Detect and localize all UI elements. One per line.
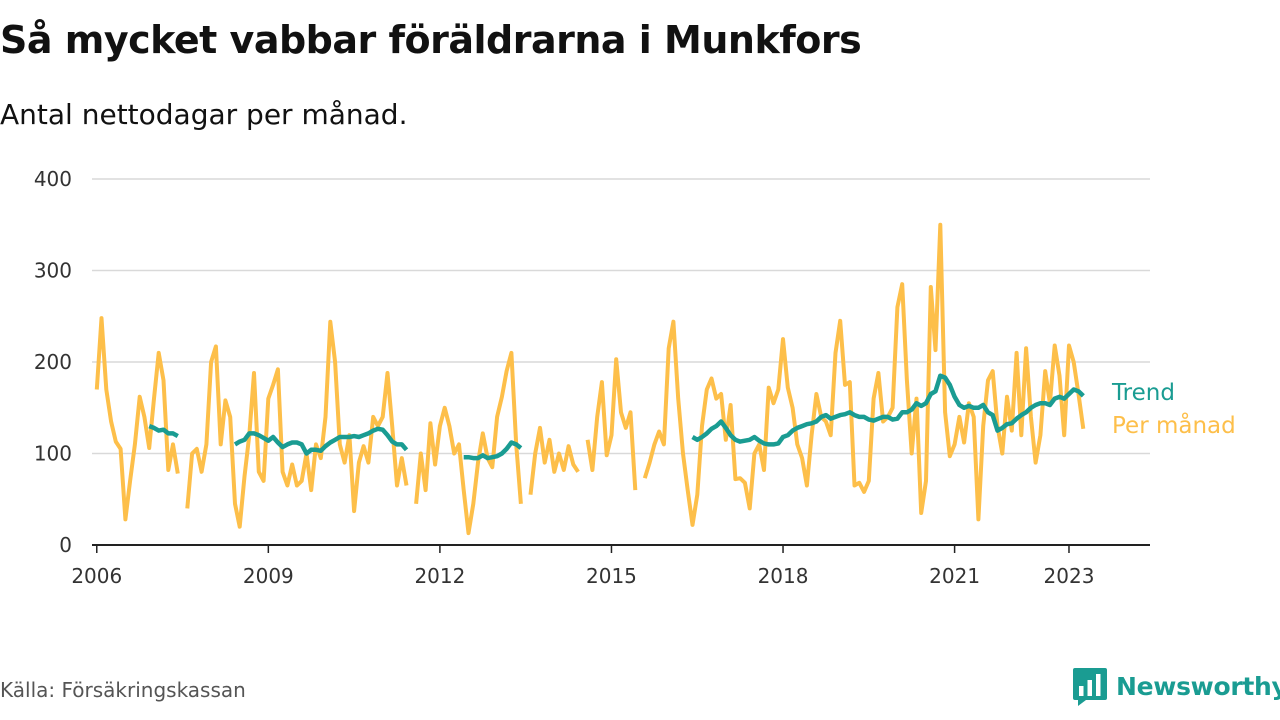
y-tick-label: 100 bbox=[34, 442, 72, 466]
y-axis-ticks: 0 100 200 300 400 bbox=[34, 167, 72, 557]
chart-subtitle: Antal nettodagar per månad. bbox=[0, 98, 408, 131]
monthly-line-segment bbox=[94, 316, 180, 522]
series-lines bbox=[94, 222, 1086, 536]
trend-line-segment bbox=[691, 373, 1085, 447]
x-tick-label: 2009 bbox=[243, 564, 294, 588]
x-tick-label: 2021 bbox=[929, 564, 980, 588]
legend: Per månad Trend bbox=[1111, 380, 1236, 439]
x-tick-label: 2015 bbox=[586, 564, 637, 588]
y-tick-label: 200 bbox=[34, 350, 72, 374]
monthly-line-segment bbox=[585, 357, 638, 491]
x-tick-label: 2018 bbox=[758, 564, 809, 588]
legend-trend: Trend bbox=[1111, 380, 1175, 406]
bar-chart-speech-bubble-icon bbox=[1073, 668, 1107, 706]
gridlines bbox=[92, 178, 1150, 546]
y-tick-label: 300 bbox=[34, 259, 72, 283]
trend-line-segment bbox=[233, 426, 409, 456]
chart-title: Så mycket vabbar föräldrarna i Munkfors bbox=[0, 18, 862, 62]
legend-monthly: Per månad bbox=[1112, 411, 1236, 439]
brand-name: Newsworthy bbox=[1116, 671, 1280, 701]
y-tick-label: 0 bbox=[59, 533, 72, 557]
monthly-line-segment bbox=[642, 222, 1086, 527]
monthly-line-segment bbox=[414, 350, 523, 536]
x-tick-label: 2012 bbox=[414, 564, 465, 588]
trend-line-segment bbox=[463, 440, 523, 461]
y-tick-label: 400 bbox=[34, 167, 72, 191]
brand-logo[interactable]: Newsworthy bbox=[1072, 664, 1280, 708]
x-axis-ticks: 2006 2009 2012 2015 2018 2021 2023 bbox=[71, 545, 1094, 588]
source-note: Källa: Försäkringskassan bbox=[0, 678, 246, 702]
monthly-line-segment bbox=[185, 319, 409, 529]
monthly-line-segment bbox=[528, 425, 580, 495]
x-tick-label: 2006 bbox=[71, 564, 122, 588]
x-tick-label: 2023 bbox=[1044, 564, 1095, 588]
trend-line-segment bbox=[148, 423, 179, 439]
